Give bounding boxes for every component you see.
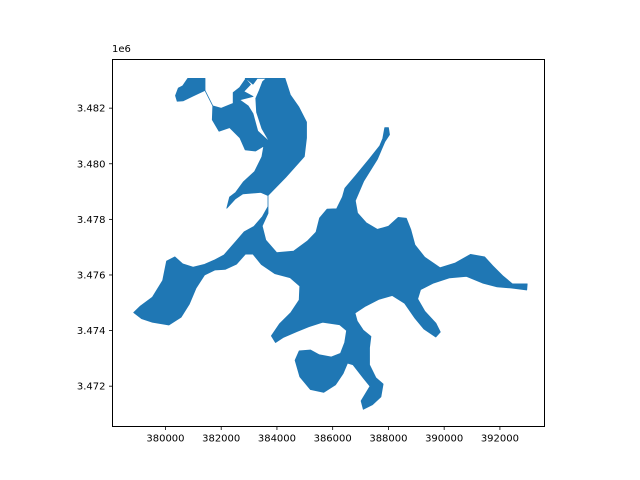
- x-axis: 380000 382000 384000 386000 388000 390000 3920…: [146, 426, 519, 445]
- x-tick-label: 390000: [425, 434, 463, 445]
- x-tick-label: 388000: [369, 434, 407, 445]
- x-tick-label: 382000: [202, 434, 240, 445]
- axes-frame: [112, 59, 545, 427]
- y-axis: 3.472 3.474 3.476 3.478 3.480 3.482: [77, 104, 113, 393]
- x-tick-label: 384000: [258, 434, 296, 445]
- y-tick-label: 3.474: [77, 326, 106, 337]
- lake-main: [133, 127, 528, 410]
- x-tick-label: 380000: [146, 434, 184, 445]
- y-tick-label: 3.478: [77, 215, 106, 226]
- y-offset-label: 1e6: [112, 44, 131, 55]
- polygon-layer: [133, 78, 528, 410]
- y-tick-label: 3.482: [77, 104, 106, 115]
- x-tick-label: 392000: [481, 434, 519, 445]
- x-tick-label: 386000: [314, 434, 352, 445]
- y-tick-label: 3.480: [77, 159, 106, 170]
- y-tick-label: 3.476: [77, 270, 106, 281]
- lake-outline: [175, 78, 307, 209]
- y-tick-label: 3.472: [77, 382, 106, 393]
